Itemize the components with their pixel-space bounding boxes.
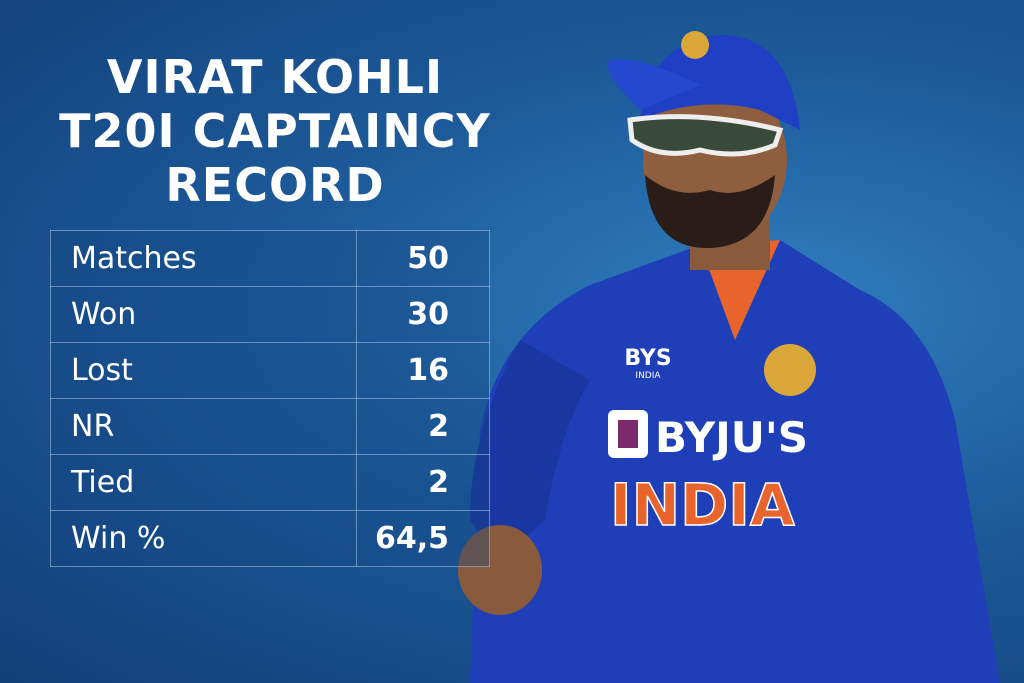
- stat-value: 64,5: [356, 510, 490, 567]
- crest: [764, 344, 816, 396]
- stat-value: 30: [356, 286, 490, 343]
- stats-row: Tied 2: [50, 454, 490, 511]
- sunglasses: [627, 114, 784, 157]
- stats-table: Matches 50 Won 30 Lost 16 NR 2 Tied 2 Win % 64,5: [50, 230, 490, 567]
- stats-row: NR 2: [50, 398, 490, 455]
- jersey: [470, 240, 1000, 683]
- stat-value: 2: [356, 454, 490, 511]
- stat-label: Won: [50, 286, 357, 343]
- stat-label: Win %: [50, 510, 357, 567]
- stat-value: 16: [356, 342, 490, 399]
- sponsor-logo-mark: [618, 420, 638, 448]
- sleeve: [470, 340, 590, 560]
- cap-brim: [608, 59, 700, 110]
- stat-label: NR: [50, 398, 357, 455]
- stat-label: Tied: [50, 454, 357, 511]
- sponsor: BYJU'S: [655, 413, 808, 462]
- title-line: T20I CAPTAINCY: [59, 104, 491, 158]
- cap-badge: [681, 31, 709, 59]
- kit-maker: BYS: [624, 346, 671, 371]
- stat-value: 50: [356, 230, 490, 287]
- stats-row: Won 30: [50, 286, 490, 343]
- cap: [640, 35, 800, 130]
- stats-row: Lost 16: [50, 342, 490, 399]
- title-line: RECORD: [165, 158, 385, 212]
- title-line: VIRAT KOHLI: [106, 50, 444, 104]
- stats-row: Matches 50: [50, 230, 490, 287]
- stat-value: 2: [356, 398, 490, 455]
- beard: [645, 175, 775, 249]
- stat-label: Lost: [50, 342, 357, 399]
- stats-row: Win % 64,5: [50, 510, 490, 567]
- team-name: INDIA: [610, 471, 795, 539]
- stat-label: Matches: [50, 230, 357, 287]
- kit-maker-sub: INDIA: [635, 371, 661, 381]
